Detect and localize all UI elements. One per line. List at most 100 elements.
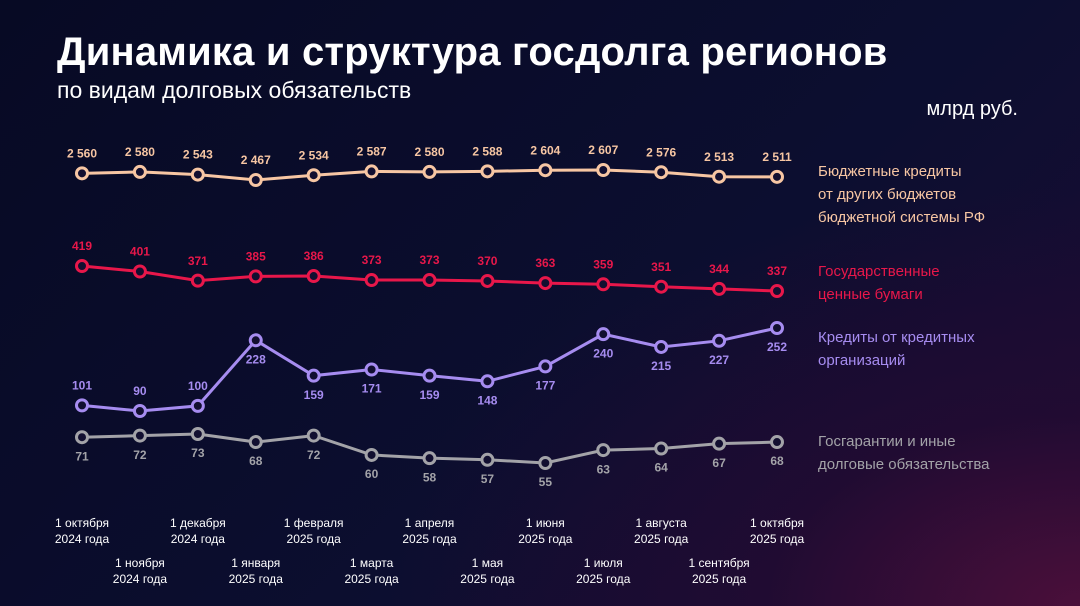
data-label: 72 [307, 448, 321, 462]
data-label: 240 [593, 346, 613, 360]
data-label: 2 604 [530, 143, 560, 157]
data-point [422, 164, 437, 179]
x-tick-label: 1 декабря 2024 года [169, 516, 226, 546]
x-tick-label: 1 января 2025 года [228, 556, 283, 586]
data-point [422, 273, 437, 288]
data-label: 2 607 [588, 143, 618, 157]
data-point [190, 398, 205, 413]
data-label: 171 [362, 382, 382, 396]
data-point [770, 284, 784, 298]
data-point [248, 333, 263, 348]
data-point [306, 428, 321, 443]
data-point [132, 264, 147, 279]
data-label: 386 [304, 249, 324, 263]
data-point [596, 443, 611, 458]
x-tick-label: 1 апреля 2025 года [402, 516, 457, 546]
data-label: 2 543 [183, 148, 213, 162]
data-label: 337 [767, 264, 787, 278]
data-label: 57 [481, 472, 495, 486]
data-point [654, 165, 669, 180]
data-label: 385 [246, 250, 266, 264]
data-point [538, 276, 553, 291]
data-label: 2 588 [472, 145, 502, 159]
data-label: 73 [191, 446, 205, 460]
data-label: 2 467 [241, 153, 271, 167]
data-label: 419 [72, 239, 92, 253]
data-point [596, 327, 611, 342]
data-label: 148 [477, 393, 497, 407]
legend-label: Государственные ценные бумаги [818, 263, 940, 303]
data-label: 2 560 [67, 147, 97, 161]
data-label: 55 [539, 475, 553, 489]
data-point [364, 164, 379, 179]
data-label: 373 [419, 253, 439, 267]
data-label: 373 [362, 253, 382, 267]
data-point [422, 451, 437, 466]
data-point [364, 362, 379, 377]
data-point [75, 259, 89, 273]
data-label: 370 [477, 254, 497, 268]
data-label: 60 [365, 467, 379, 481]
data-label: 177 [535, 379, 555, 393]
data-point [770, 321, 784, 335]
x-tick-label: 1 июля 2025 года [576, 556, 631, 586]
x-tick-label: 1 сентября 2025 года [688, 556, 750, 586]
data-label: 363 [535, 256, 555, 270]
data-label: 63 [597, 462, 611, 476]
x-tick-label: 1 октября 2025 года [749, 516, 805, 546]
data-point [654, 279, 669, 294]
data-label: 159 [419, 388, 439, 402]
data-label: 359 [593, 257, 613, 271]
data-point [306, 368, 321, 383]
data-label: 90 [133, 384, 147, 398]
data-point [306, 168, 321, 183]
data-label: 101 [72, 379, 92, 393]
unit-label: млрд руб. [926, 98, 1018, 120]
data-point [538, 456, 553, 470]
data-point [132, 428, 147, 443]
data-point [480, 374, 495, 389]
legend-label: Бюджетные кредиты от других бюджетов бюд… [818, 163, 986, 226]
data-point [75, 430, 89, 445]
data-label: 2 587 [357, 145, 387, 159]
legend-label: Кредиты от кредитных организаций [818, 329, 975, 369]
x-tick-label: 1 ноября 2024 года [112, 556, 168, 586]
data-point [480, 452, 495, 467]
data-label: 2 513 [704, 150, 734, 164]
data-point [538, 163, 553, 178]
data-point [75, 398, 89, 413]
data-label: 344 [709, 262, 729, 276]
data-point [132, 404, 147, 418]
data-label: 351 [651, 260, 671, 274]
data-label: 371 [188, 254, 208, 268]
data-point [75, 166, 89, 181]
data-label: 68 [249, 454, 263, 468]
data-point [132, 164, 147, 179]
chart-title: Динамика и структура госдолга регионов [57, 30, 888, 74]
x-tick-label: 1 августа 2025 года [634, 516, 689, 546]
data-label: 2 534 [299, 148, 329, 162]
data-point [654, 339, 669, 354]
data-point [712, 281, 727, 296]
data-point [480, 164, 495, 179]
data-label: 100 [188, 379, 208, 393]
data-label: 2 580 [125, 145, 155, 159]
data-point [480, 273, 495, 288]
data-point [770, 169, 784, 184]
data-point [364, 447, 379, 462]
x-tick-label: 1 октября 2024 года [54, 516, 110, 546]
data-point [248, 269, 263, 284]
data-point [654, 441, 669, 456]
data-label: 2 580 [414, 145, 444, 159]
data-point [190, 273, 205, 288]
x-tick-label: 1 февраля 2025 года [283, 516, 344, 546]
data-point [596, 277, 611, 292]
data-label: 72 [133, 448, 147, 462]
data-point [712, 436, 727, 451]
data-label: 159 [304, 388, 324, 402]
data-label: 252 [767, 340, 787, 354]
data-point [190, 427, 205, 441]
data-point [596, 163, 611, 177]
